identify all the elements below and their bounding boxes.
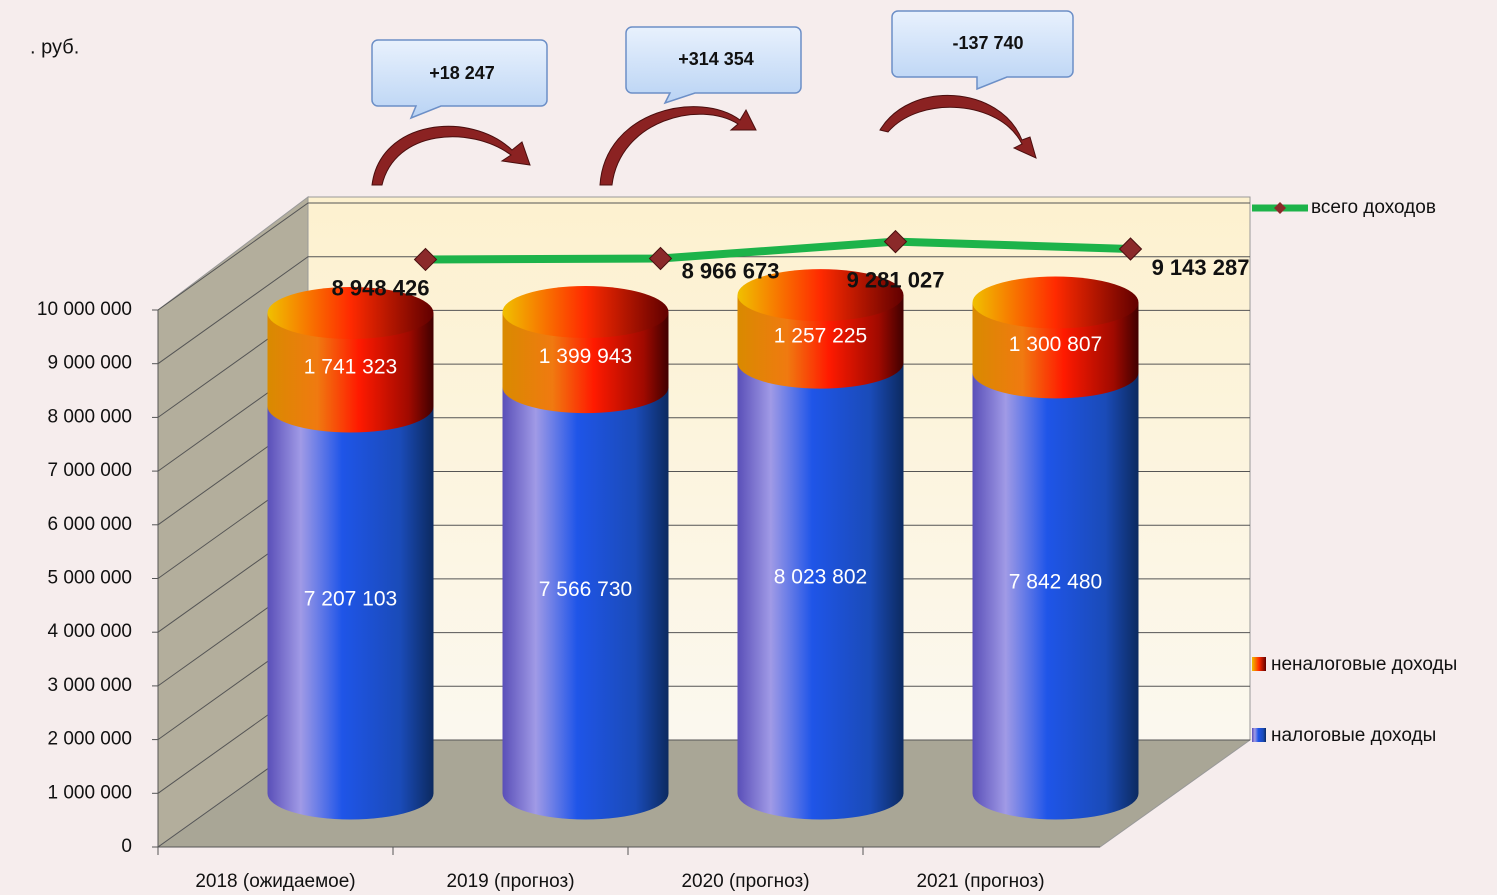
- callouts: [371, 10, 1074, 120]
- legend-label: всего доходов: [1311, 197, 1436, 218]
- annotation: +18 247: [429, 63, 495, 83]
- cylinder-top: [267, 286, 434, 339]
- marker: [883, 229, 908, 254]
- cylinder-top: [737, 269, 904, 322]
- data-label: 8 966 673: [682, 258, 780, 283]
- arrows: [371, 94, 1037, 186]
- legend-label: налоговые доходы: [1271, 725, 1436, 746]
- legend-swatch: [1252, 657, 1266, 671]
- marker: [648, 246, 673, 271]
- data-label: 9 143 287: [1152, 255, 1250, 280]
- marker: [413, 247, 438, 272]
- y-tick-label: 10 000 000: [37, 299, 132, 320]
- grid-line: [157, 202, 1250, 311]
- y-tick-label: 3 000 000: [47, 675, 132, 696]
- x-tick-label: 2020 (прогноз): [681, 871, 809, 892]
- y-tick-label: 6 000 000: [47, 514, 132, 535]
- annotation: -137 740: [952, 33, 1023, 53]
- y-tick-label: 9 000 000: [47, 353, 132, 374]
- y-tick-label: 0: [121, 836, 132, 857]
- grid-line: [157, 256, 1250, 365]
- annotation: +314 354: [678, 49, 754, 69]
- unit-label: . руб.: [30, 36, 79, 58]
- legend-swatch: [1274, 202, 1286, 214]
- marker: [1118, 237, 1143, 261]
- cylinder-top: [972, 276, 1139, 329]
- y-tick-label: 1 000 000: [47, 782, 132, 803]
- data-label: 1 257 225: [774, 324, 867, 347]
- y-tick-label: 2 000 000: [47, 729, 132, 750]
- data-label: 1 399 943: [539, 345, 632, 368]
- data-label: 1 300 807: [1009, 333, 1102, 356]
- bar: [737, 362, 904, 794]
- legend-label: неналоговые доходы: [1271, 654, 1457, 675]
- legend-swatch: [1252, 728, 1266, 742]
- data-label: 9 281 027: [847, 267, 945, 292]
- data-label: 7 566 730: [539, 578, 632, 601]
- bar: [267, 406, 434, 794]
- y-tick-label: 4 000 000: [47, 621, 132, 642]
- data-label: 8 023 802: [774, 566, 867, 589]
- y-tick-label: 7 000 000: [47, 460, 132, 481]
- line: [425, 237, 1131, 264]
- bar: [502, 387, 669, 794]
- data-label: 7 207 103: [304, 588, 397, 611]
- x-tick-label: 2019 (прогноз): [446, 871, 574, 892]
- cylinder-top: [502, 285, 669, 338]
- bar: [972, 372, 1139, 794]
- x-tick-label: 2018 (ожидаемое): [195, 871, 355, 892]
- x-tick-label: 2021 (прогноз): [916, 871, 1044, 892]
- y-tick-label: 5 000 000: [47, 568, 132, 589]
- data-label: 8 948 426: [332, 275, 430, 300]
- data-label: 7 842 480: [1009, 570, 1102, 593]
- y-tick-label: 8 000 000: [47, 406, 132, 427]
- data-label: 1 741 323: [304, 355, 397, 378]
